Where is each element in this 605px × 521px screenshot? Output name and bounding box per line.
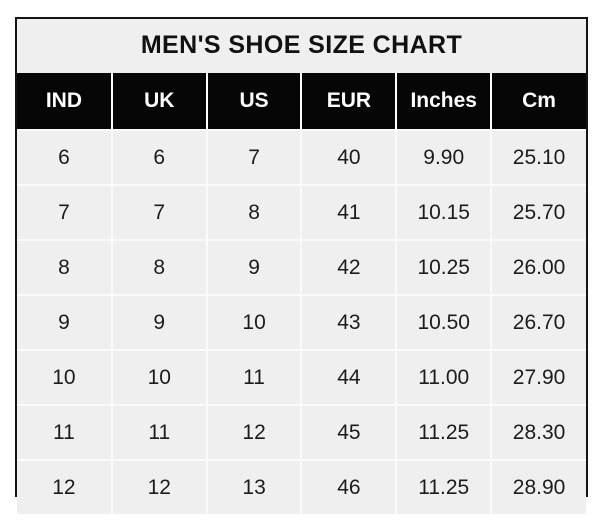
cell-eur: 43 [300, 294, 397, 350]
cell-inches: 11.25 [395, 459, 492, 514]
cell-inches: 10.25 [395, 239, 492, 295]
table-row: 6 6 7 40 9.90 25.10 [17, 129, 586, 185]
shoe-size-table: MEN'S SHOE SIZE CHART IND UK US EUR Inch… [17, 19, 586, 514]
cell-ind: 12 [17, 459, 112, 514]
cell-cm: 28.30 [490, 404, 586, 460]
cell-uk: 12 [110, 459, 207, 514]
cell-ind: 10 [17, 349, 112, 405]
cell-cm: 28.90 [490, 459, 586, 514]
table-row: 11 11 12 45 11.25 28.30 [17, 404, 586, 460]
cell-ind: 9 [17, 294, 112, 350]
table-row: 12 12 13 46 11.25 28.90 [17, 459, 586, 514]
cell-eur: 45 [300, 404, 397, 460]
cell-ind: 11 [17, 404, 112, 460]
cell-us: 8 [205, 184, 302, 240]
column-header-eur: EUR [300, 73, 397, 130]
cell-us: 7 [205, 129, 302, 185]
cell-eur: 46 [300, 459, 397, 514]
cell-ind: 7 [17, 184, 112, 240]
cell-inches: 10.15 [395, 184, 492, 240]
cell-inches: 9.90 [395, 129, 492, 185]
cell-us: 10 [205, 294, 302, 350]
cell-cm: 25.10 [490, 129, 586, 185]
cell-cm: 25.70 [490, 184, 586, 240]
cell-us: 11 [205, 349, 302, 405]
page-title: MEN'S SHOE SIZE CHART [17, 19, 586, 73]
cell-ind: 6 [17, 129, 112, 185]
table-row: 9 9 10 43 10.50 26.70 [17, 294, 586, 350]
size-chart-container: MEN'S SHOE SIZE CHART IND UK US EUR Inch… [15, 17, 588, 514]
cell-uk: 6 [110, 129, 207, 185]
table-header-row: IND UK US EUR Inches Cm [17, 73, 586, 130]
cell-cm: 26.00 [490, 239, 586, 295]
cell-inches: 10.50 [395, 294, 492, 350]
cell-ind: 8 [17, 239, 112, 295]
cell-us: 12 [205, 404, 302, 460]
table-row: 7 7 8 41 10.15 25.70 [17, 184, 586, 240]
cell-eur: 42 [300, 239, 397, 295]
table-row: 10 10 11 44 11.00 27.90 [17, 349, 586, 405]
cell-uk: 7 [110, 184, 207, 240]
cell-uk: 8 [110, 239, 207, 295]
column-header-cm: Cm [490, 73, 586, 130]
column-header-us: US [205, 73, 302, 130]
column-header-inches: Inches [395, 73, 492, 130]
cell-us: 13 [205, 459, 302, 514]
cell-eur: 40 [300, 129, 397, 185]
cell-us: 9 [205, 239, 302, 295]
cell-inches: 11.25 [395, 404, 492, 460]
cell-uk: 11 [110, 404, 207, 460]
column-header-uk: UK [110, 73, 207, 130]
cell-cm: 26.70 [490, 294, 586, 350]
cell-cm: 27.90 [490, 349, 586, 405]
cell-eur: 41 [300, 184, 397, 240]
table-row: 8 8 9 42 10.25 26.00 [17, 239, 586, 295]
cell-inches: 11.00 [395, 349, 492, 405]
cell-uk: 10 [110, 349, 207, 405]
cell-uk: 9 [110, 294, 207, 350]
chart-title-row: MEN'S SHOE SIZE CHART [17, 19, 586, 73]
column-header-ind: IND [17, 73, 112, 130]
cell-eur: 44 [300, 349, 397, 405]
